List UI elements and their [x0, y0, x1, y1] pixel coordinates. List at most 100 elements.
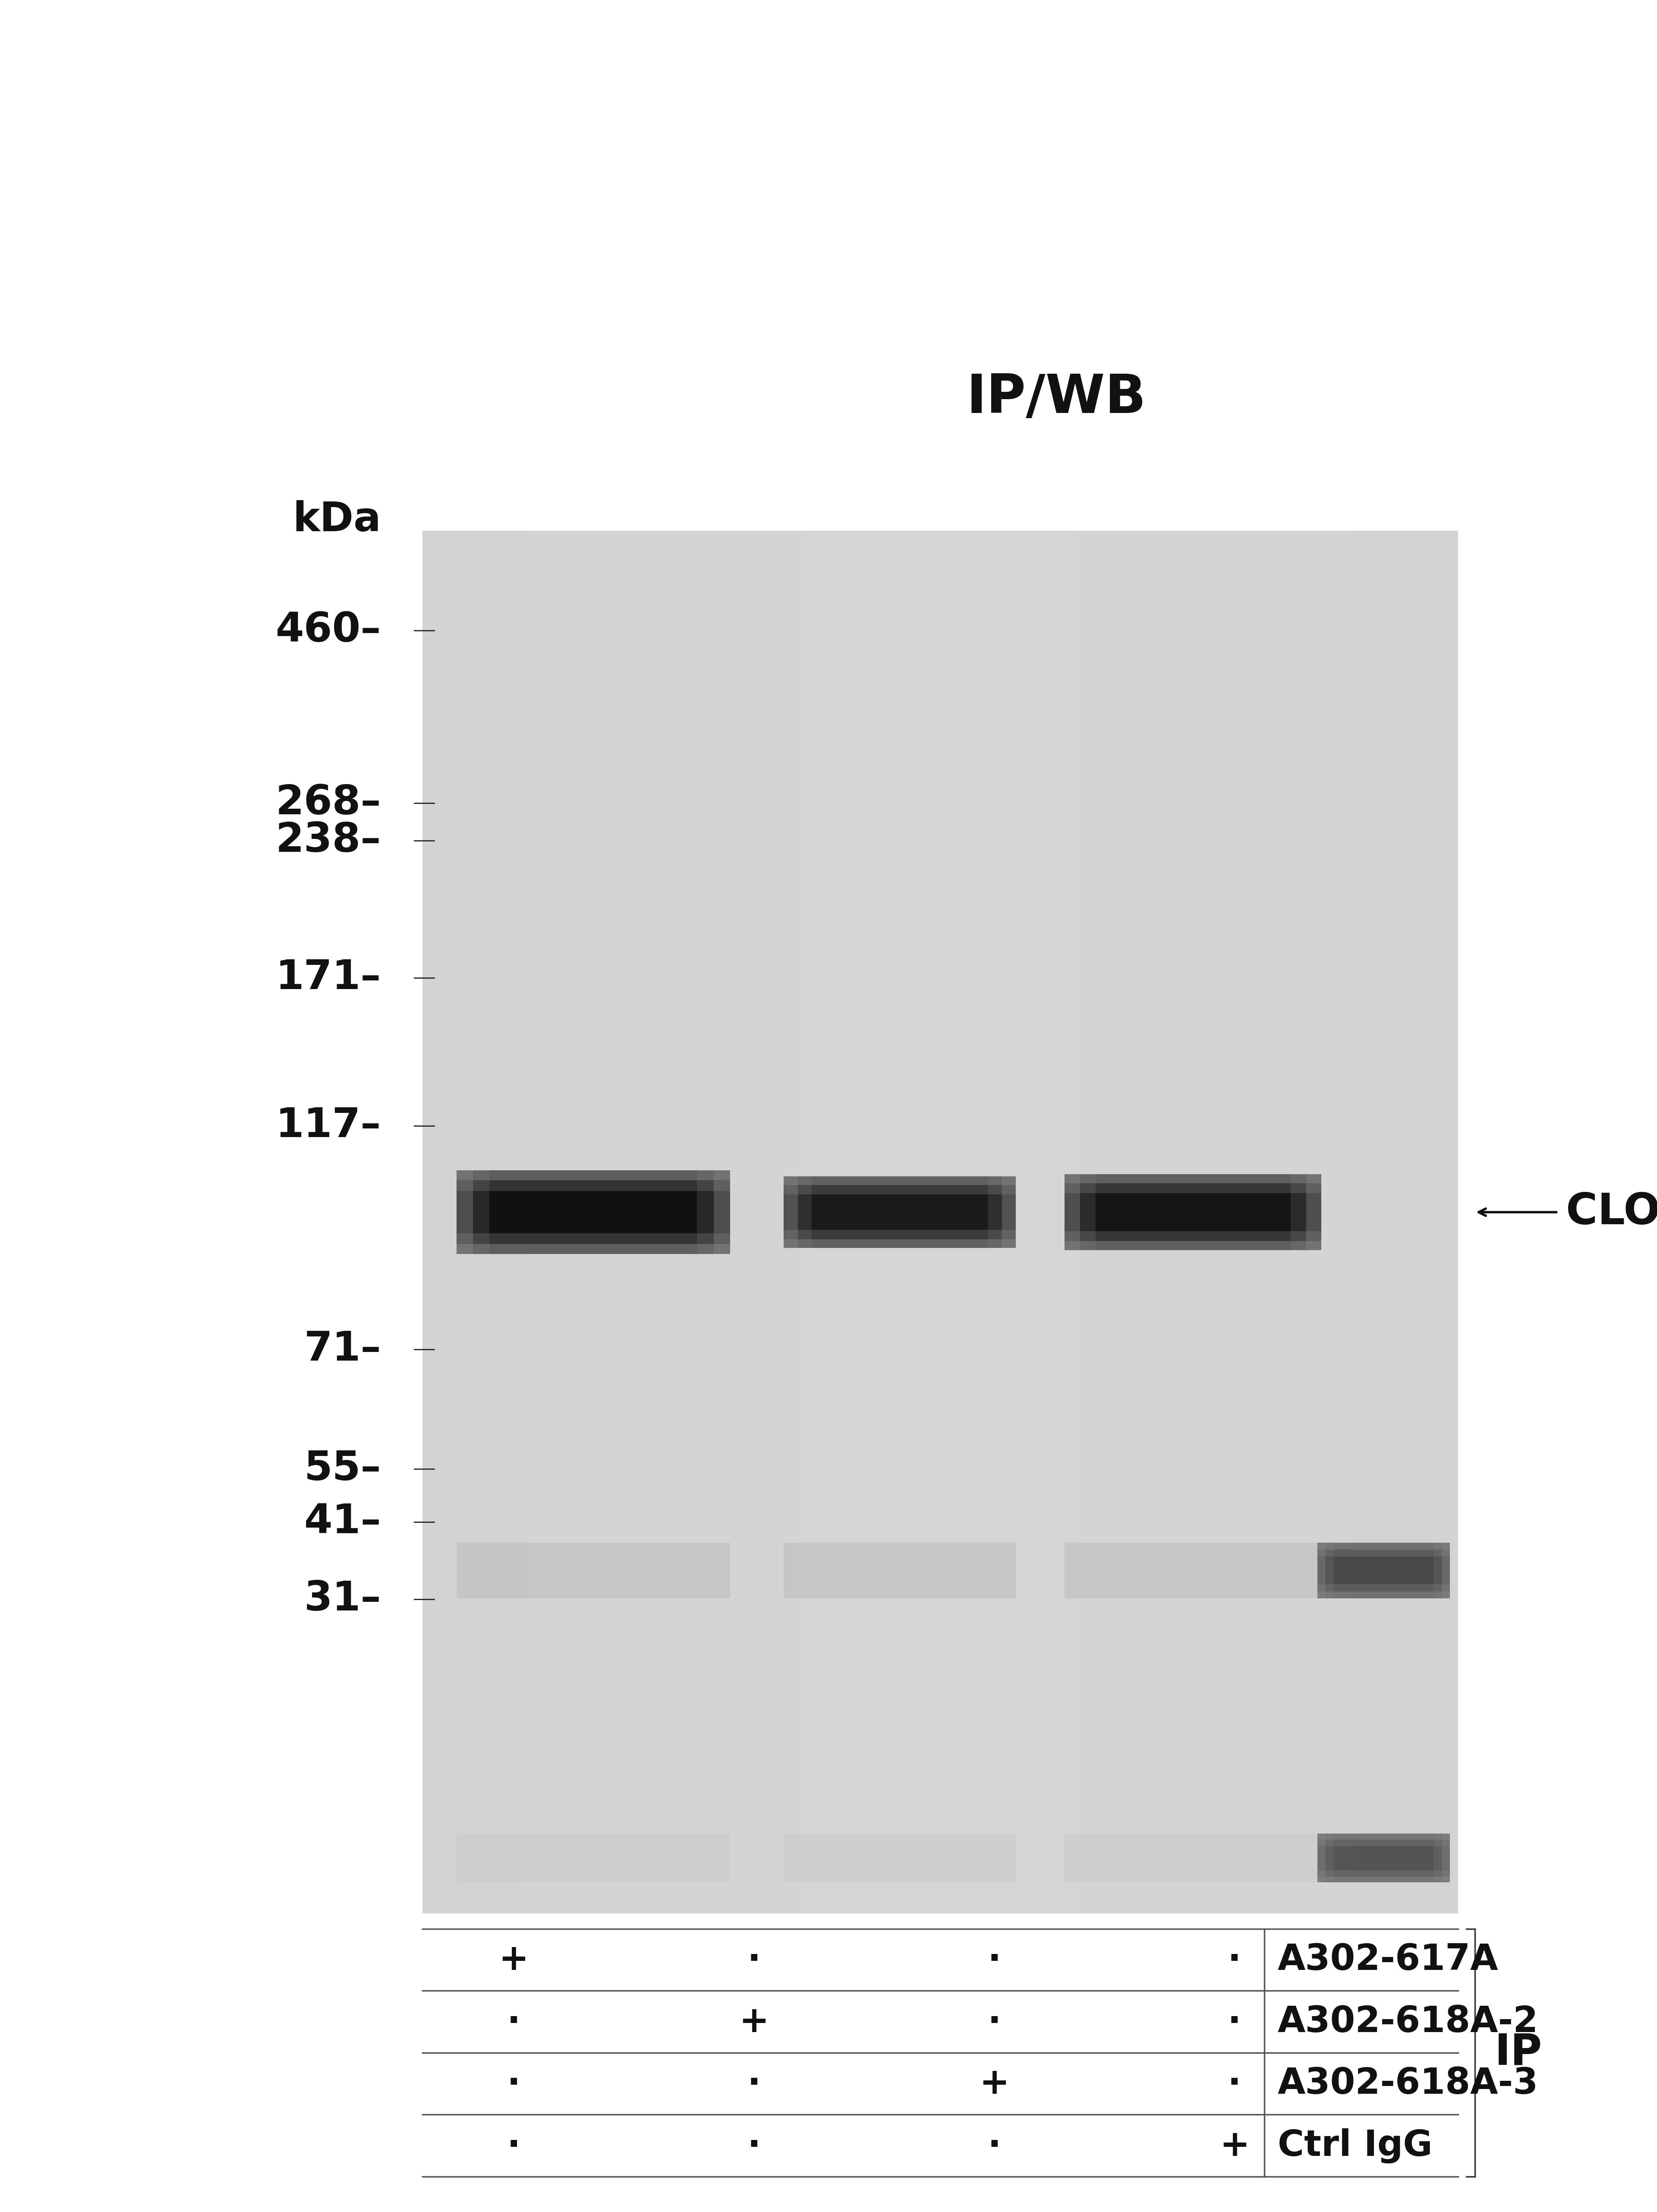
Bar: [1317, 1834, 1450, 1840]
Bar: [1321, 531, 1354, 1913]
Bar: [1079, 531, 1114, 1913]
Bar: [1064, 1544, 1321, 1597]
Bar: [1317, 1834, 1450, 1845]
Bar: [784, 1177, 1016, 1186]
Text: ·: ·: [747, 2128, 761, 2163]
Text: ·: ·: [988, 2004, 1001, 2039]
Bar: [784, 1177, 1016, 1194]
Text: IP/WB: IP/WB: [966, 372, 1147, 425]
Bar: [664, 531, 699, 1913]
Text: 71–: 71–: [303, 1329, 381, 1369]
Bar: [527, 531, 560, 1913]
Bar: [732, 531, 767, 1913]
Text: IP: IP: [1495, 2033, 1543, 2073]
Bar: [1317, 1871, 1450, 1882]
Text: Ctrl IgG: Ctrl IgG: [1278, 2128, 1432, 2163]
Text: kDa: kDa: [293, 500, 381, 540]
Bar: [767, 531, 802, 1913]
Bar: [784, 1544, 1016, 1597]
Bar: [988, 1177, 1016, 1248]
Bar: [1251, 531, 1286, 1913]
Text: +: +: [739, 2004, 769, 2039]
Bar: [456, 1243, 729, 1254]
Bar: [1147, 531, 1181, 1913]
Bar: [1064, 1175, 1321, 1183]
Bar: [1317, 1544, 1450, 1548]
Bar: [872, 531, 906, 1913]
Bar: [802, 531, 837, 1913]
Bar: [1064, 1175, 1095, 1250]
Bar: [595, 531, 630, 1913]
Bar: [423, 531, 457, 1913]
Bar: [1423, 531, 1458, 1913]
Bar: [1064, 1175, 1080, 1250]
Text: 268–: 268–: [275, 783, 381, 823]
Bar: [784, 1239, 1016, 1248]
Bar: [1064, 1241, 1321, 1250]
Text: A302-618A-3: A302-618A-3: [1278, 2066, 1538, 2101]
Bar: [714, 1170, 729, 1254]
Bar: [457, 531, 492, 1913]
Bar: [1317, 1584, 1450, 1597]
Text: ·: ·: [1228, 2004, 1241, 2039]
Bar: [1064, 1232, 1321, 1250]
Bar: [837, 531, 872, 1913]
Bar: [1114, 531, 1147, 1913]
Text: ·: ·: [507, 2128, 520, 2163]
Bar: [1306, 1175, 1322, 1250]
Bar: [1317, 1544, 1326, 1597]
Text: 460–: 460–: [275, 611, 381, 650]
Bar: [423, 531, 1458, 1913]
Bar: [1442, 1544, 1450, 1597]
Text: A302-618A-2: A302-618A-2: [1278, 2004, 1538, 2039]
Text: +: +: [979, 2066, 1009, 2101]
Text: ·: ·: [988, 2128, 1001, 2163]
Bar: [1317, 1876, 1450, 1882]
Text: 171–: 171–: [275, 958, 381, 998]
Bar: [784, 1177, 797, 1248]
Bar: [1317, 1544, 1334, 1597]
Text: 55–: 55–: [303, 1449, 381, 1489]
Bar: [456, 1834, 729, 1882]
Bar: [1002, 1177, 1016, 1248]
Bar: [1442, 1834, 1450, 1882]
Bar: [1064, 1175, 1321, 1250]
Text: 117–: 117–: [275, 1106, 381, 1146]
Text: ·: ·: [988, 1942, 1001, 1978]
Text: +: +: [1220, 2128, 1249, 2163]
Bar: [456, 1170, 729, 1190]
Bar: [974, 531, 1009, 1913]
Bar: [560, 531, 595, 1913]
Bar: [1317, 1834, 1334, 1882]
Bar: [940, 531, 974, 1913]
Bar: [1291, 1175, 1322, 1250]
Bar: [784, 1834, 1016, 1882]
Bar: [906, 531, 940, 1913]
Bar: [1354, 531, 1389, 1913]
Bar: [456, 1234, 729, 1254]
Bar: [492, 531, 527, 1913]
Text: +: +: [499, 1942, 529, 1978]
Bar: [784, 1230, 1016, 1248]
Bar: [456, 1170, 729, 1181]
Bar: [1317, 1544, 1450, 1597]
Text: ·: ·: [747, 2066, 761, 2101]
Bar: [1317, 1593, 1450, 1597]
Bar: [1317, 1834, 1326, 1882]
Text: ·: ·: [747, 1942, 761, 1978]
Bar: [1044, 531, 1079, 1913]
Bar: [1317, 1544, 1450, 1557]
Text: ·: ·: [507, 2004, 520, 2039]
Bar: [1317, 1834, 1450, 1882]
Bar: [1286, 531, 1321, 1913]
Bar: [699, 531, 732, 1913]
Text: 41–: 41–: [303, 1502, 381, 1542]
Bar: [1433, 1834, 1450, 1882]
Bar: [1389, 531, 1423, 1913]
Bar: [456, 1170, 472, 1254]
Bar: [784, 1177, 1016, 1248]
Text: A302-617A: A302-617A: [1278, 1942, 1498, 1978]
Bar: [784, 1177, 812, 1248]
Bar: [1216, 531, 1251, 1913]
Bar: [456, 1170, 729, 1254]
